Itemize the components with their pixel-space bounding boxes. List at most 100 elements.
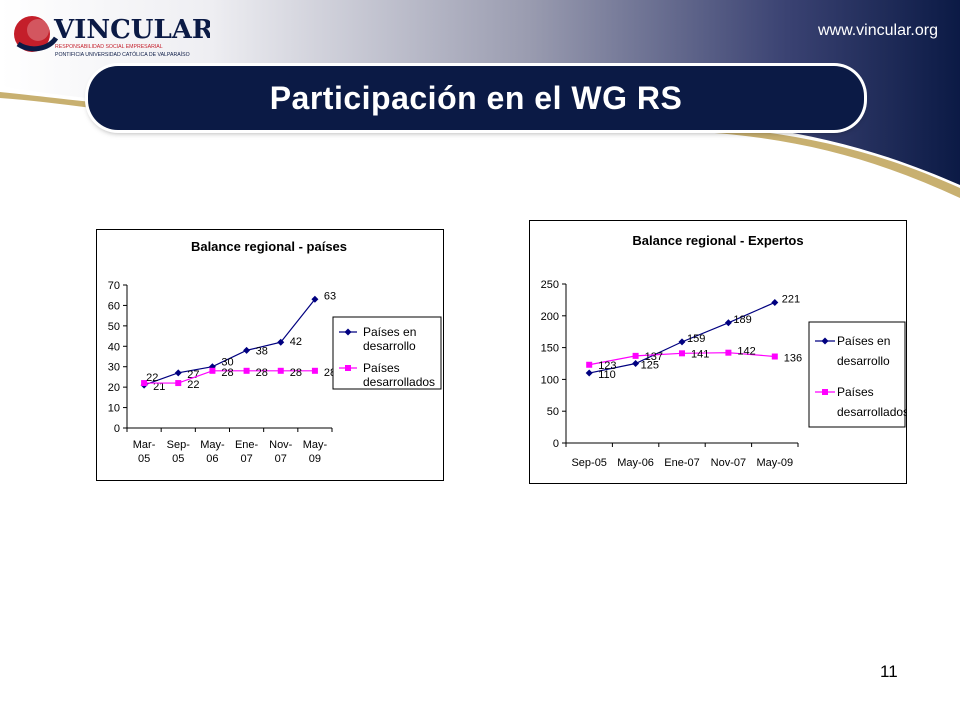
series-line-0 — [143, 298, 316, 386]
data-label: 28 — [221, 367, 233, 379]
data-point-square — [311, 367, 318, 374]
x-tick-label: 06 — [206, 453, 218, 465]
x-tick-label: Nov-07 — [711, 457, 746, 469]
y-tick-label: 70 — [108, 280, 120, 292]
legend-marker-square — [822, 389, 828, 395]
x-tick-label: Sep- — [167, 439, 191, 451]
data-point-diamond — [724, 319, 732, 327]
data-point-square — [175, 380, 182, 387]
x-tick-label: Mar- — [133, 439, 156, 451]
y-tick-label: 150 — [541, 343, 559, 355]
x-tick-label: 05 — [172, 453, 184, 465]
data-point-square — [632, 352, 639, 359]
y-tick-label: 30 — [108, 362, 120, 374]
legend-label: desarrollados — [837, 405, 906, 419]
data-point-square — [141, 380, 148, 387]
x-tick-label: May- — [303, 439, 328, 451]
data-point-diamond — [585, 369, 593, 377]
x-tick-label: Ene- — [235, 439, 259, 451]
x-tick-label: May- — [200, 439, 225, 451]
logo-wordmark: VINCULAR — [53, 15, 210, 45]
y-tick-label: 200 — [541, 311, 559, 323]
y-tick-label: 250 — [541, 279, 559, 291]
data-label: 27 — [187, 369, 199, 381]
y-tick-label: 0 — [553, 438, 559, 450]
data-label: 159 — [687, 333, 705, 345]
data-label: 110 — [598, 369, 616, 381]
data-label: 123 — [598, 360, 616, 372]
y-tick-label: 50 — [547, 406, 559, 418]
logo-university: PONTIFICIA UNIVERSIDAD CATÓLICA DE VALPA… — [55, 51, 190, 58]
legend-marker-square — [345, 365, 351, 371]
chart-title: Balance regional - países — [191, 239, 347, 254]
data-point-diamond — [174, 369, 182, 377]
legend-label: desarrollo — [837, 354, 890, 368]
data-label: 189 — [733, 314, 751, 326]
data-point-diamond — [277, 338, 285, 346]
data-label: 28 — [290, 367, 302, 379]
data-point-diamond — [311, 295, 319, 303]
data-label: 136 — [784, 353, 802, 365]
x-tick-label: 07 — [240, 453, 252, 465]
chart-paises-svg: Balance regional - países 0 10 20 30 40 50 60 70… — [108, 239, 442, 465]
data-point-square — [277, 367, 284, 374]
legend-label: Países — [363, 361, 400, 375]
legend-label: desarrollo — [363, 339, 416, 353]
data-point-square — [586, 361, 593, 368]
title-banner: Participación en el WG RS — [88, 66, 864, 130]
series-line-1 — [144, 370, 315, 384]
data-point-square — [725, 349, 732, 356]
data-point-diamond — [678, 338, 686, 346]
legend-label: Países en — [363, 325, 416, 339]
data-label: 22 — [146, 372, 158, 384]
y-tick-label: 10 — [108, 403, 120, 415]
x-tick-label: Ene-07 — [664, 457, 699, 469]
legend-label: Países — [837, 385, 874, 399]
y-tick-label: 60 — [108, 300, 120, 312]
x-tick-label: 09 — [309, 453, 321, 465]
data-label: 30 — [221, 357, 233, 369]
legend-marker-diamond — [821, 337, 829, 345]
legend-label: desarrollados — [363, 375, 435, 389]
data-label: 137 — [645, 351, 663, 363]
x-tick-label: May-09 — [756, 457, 793, 469]
legend-marker-diamond — [344, 328, 352, 336]
y-tick-label: 100 — [541, 374, 559, 386]
data-point-diamond — [771, 298, 779, 306]
data-label: 63 — [324, 290, 336, 302]
data-point-square — [243, 367, 250, 374]
chart-expertos-svg: Balance regional - Expertos 0 50 100 150 200 2… — [541, 233, 906, 469]
data-point-diamond — [243, 346, 251, 354]
data-point-diamond — [632, 360, 640, 367]
y-tick-label: 20 — [108, 382, 120, 394]
data-label: 142 — [737, 346, 755, 358]
vincular-logo[interactable]: VINCULAR RESPONSABILIDAD SOCIAL EMPRESAR… — [10, 8, 214, 64]
data-label: 28 — [256, 367, 268, 379]
data-label: 21 — [153, 381, 165, 393]
data-point-square — [209, 367, 216, 374]
data-label: 38 — [256, 345, 268, 357]
chart-balance-expertos: Balance regional - Expertos 0 50 100 150 200 2… — [529, 220, 907, 484]
x-tick-label: May-06 — [617, 457, 654, 469]
data-label: 125 — [641, 360, 659, 372]
legend-box — [332, 316, 442, 390]
legend-label: Países en — [837, 334, 890, 348]
data-label: 22 — [187, 379, 199, 391]
x-tick-label: 05 — [138, 453, 150, 465]
data-point-square — [771, 353, 778, 360]
y-tick-label: 0 — [114, 423, 120, 435]
x-tick-label: Nov- — [269, 439, 293, 451]
website-url[interactable]: www.vincular.org — [817, 22, 938, 39]
y-tick-label: 40 — [108, 341, 120, 353]
data-point-diamond — [208, 363, 216, 371]
data-point-square — [679, 350, 685, 357]
x-tick-label: 07 — [275, 453, 287, 465]
y-tick-label: 50 — [108, 321, 120, 333]
data-label: 42 — [290, 336, 302, 348]
chart-title: Balance regional - Expertos — [632, 233, 803, 248]
page-number: 11 — [880, 662, 898, 681]
slide-title: Participación en el WG RS — [269, 79, 683, 116]
logo-subtitle: RESPONSABILIDAD SOCIAL EMPRESARIAL — [55, 44, 163, 50]
x-tick-label: Sep-05 — [571, 457, 606, 469]
data-label: 221 — [782, 293, 800, 305]
